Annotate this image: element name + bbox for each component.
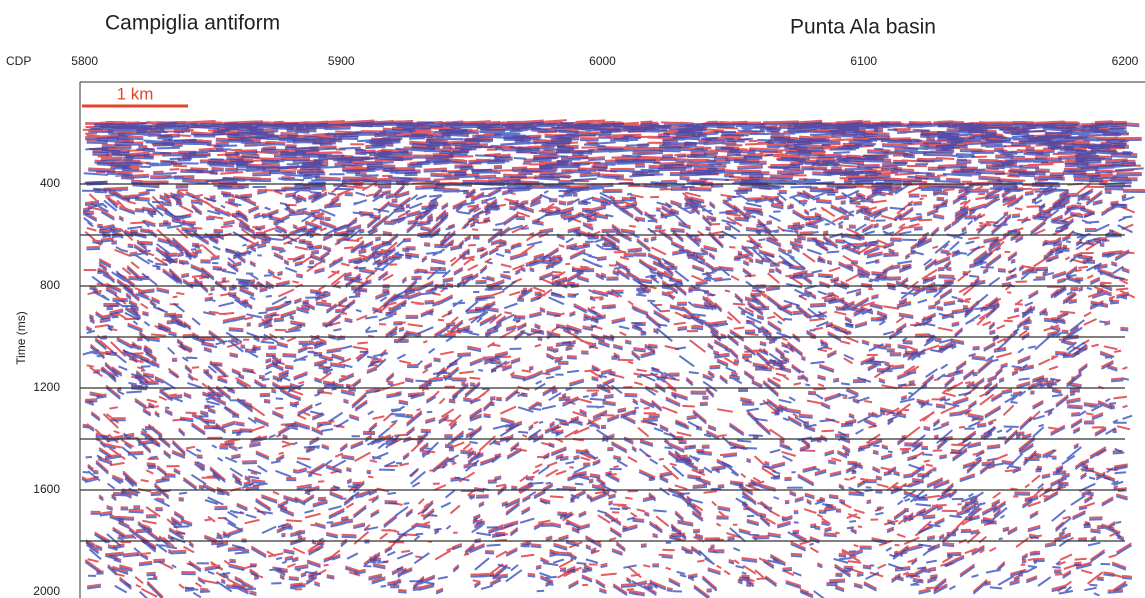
y-tick-label: 1600 (33, 482, 60, 496)
annotation: Campiglia antiform (105, 12, 280, 35)
y-tick-label: 1200 (33, 380, 60, 394)
x-tick-label: 6100 (850, 54, 877, 68)
y-tick-label: 800 (40, 278, 60, 292)
reflector-texture (81, 121, 1145, 598)
annotation: Punta Ala basin (790, 16, 936, 39)
y-tick-label: 2000 (33, 584, 60, 598)
x-tick-label: 5800 (71, 54, 98, 68)
seismic-section (81, 119, 1145, 598)
x-tick-label: 6000 (589, 54, 616, 68)
x-tick-label: 5900 (328, 54, 355, 68)
x-axis-label: CDP (6, 54, 31, 68)
y-axis-label: Time (ms) (14, 311, 28, 365)
y-tick-label: 400 (40, 176, 60, 190)
x-tick-label: 6200 (1112, 54, 1139, 68)
scale-bar-label: 1 km (117, 84, 154, 103)
